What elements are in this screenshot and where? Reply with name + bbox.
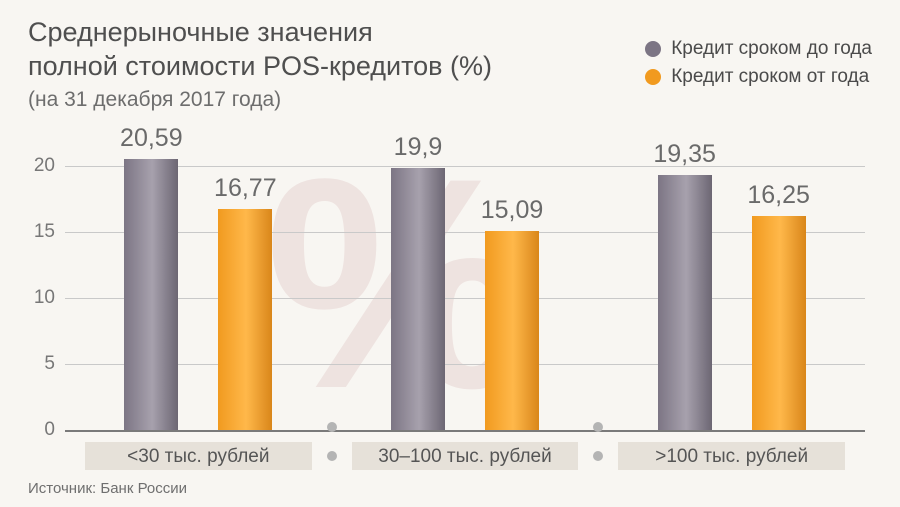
plot-area: % 0510152020,5916,7719,915,0919,3516,25 — [65, 140, 865, 430]
legend: Кредит сроком до года Кредит сроком от г… — [645, 38, 872, 94]
chart-subtitle: (на 31 декабря 2017 года) — [28, 88, 281, 112]
gridline — [65, 232, 865, 233]
y-tick-label: 0 — [44, 419, 55, 441]
chart-canvas: Среднерыночные значения полной стоимости… — [0, 0, 900, 507]
bar-series2: 16,25 — [752, 216, 806, 430]
legend-label-1: Кредит сроком до года — [671, 38, 872, 60]
legend-item-1: Кредит сроком до года — [645, 38, 872, 60]
legend-swatch-2 — [645, 69, 661, 85]
bar-value-label: 16,25 — [747, 181, 810, 210]
y-tick-label: 10 — [34, 287, 55, 309]
bar-value-label: 15,09 — [481, 196, 544, 225]
y-tick-label: 20 — [34, 155, 55, 177]
legend-item-2: Кредит сроком от года — [645, 66, 872, 88]
bar-series1: 19,9 — [391, 168, 445, 430]
source-text: Источник: Банк России — [28, 480, 187, 497]
gridline — [65, 166, 865, 167]
category-label: >100 тыс. рублей — [618, 446, 845, 468]
legend-label-2: Кредит сроком от года — [671, 66, 869, 88]
bar-series2: 16,77 — [218, 209, 272, 430]
separator-dot — [593, 451, 603, 461]
category-label: 30–100 тыс. рублей — [352, 446, 579, 468]
bar-value-label: 19,35 — [653, 140, 716, 169]
separator-dot — [327, 422, 337, 432]
category-label: <30 тыс. рублей — [85, 446, 312, 468]
bar-series1: 19,35 — [658, 175, 712, 430]
y-tick-label: 15 — [34, 221, 55, 243]
bar-series2: 15,09 — [485, 231, 539, 430]
legend-swatch-1 — [645, 41, 661, 57]
gridline — [65, 364, 865, 365]
chart-title: Среднерыночные значения полной стоимости… — [28, 16, 492, 84]
bar-value-label: 19,9 — [394, 133, 443, 162]
title-line-2: полной стоимости POS-кредитов (%) — [28, 51, 492, 81]
separator-dot — [327, 451, 337, 461]
x-axis — [65, 430, 865, 432]
bar-value-label: 20,59 — [120, 124, 183, 153]
gridline — [65, 298, 865, 299]
y-tick-label: 5 — [44, 353, 55, 375]
bar-value-label: 16,77 — [214, 174, 277, 203]
bar-series1: 20,59 — [124, 159, 178, 430]
title-line-1: Среднерыночные значения — [28, 17, 373, 47]
